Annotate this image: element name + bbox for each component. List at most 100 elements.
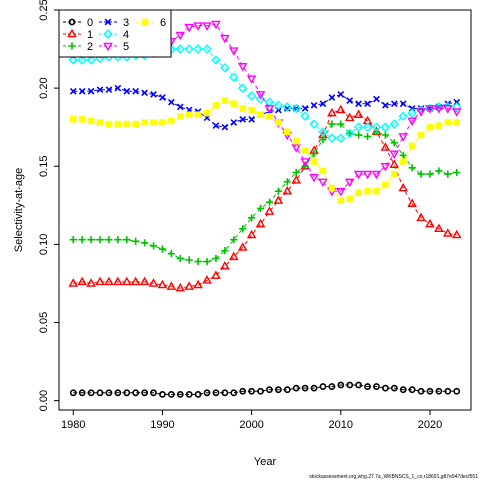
data-point [319, 136, 327, 144]
data-point [184, 281, 194, 290]
data-point [175, 282, 186, 292]
data-point [228, 47, 239, 56]
data-point [239, 225, 247, 233]
data-point [451, 229, 462, 239]
data-point [355, 189, 362, 197]
data-point [193, 279, 203, 289]
legend-label: 6 [160, 17, 166, 29]
data-point [132, 87, 140, 95]
data-point [273, 100, 284, 111]
data-point [425, 218, 435, 228]
data-point [211, 20, 221, 30]
data-point [150, 119, 157, 126]
data-point [355, 131, 363, 139]
data-point [132, 120, 139, 128]
series-line [73, 48, 457, 139]
data-point [373, 188, 380, 195]
data-point [336, 133, 346, 143]
data-point [318, 127, 328, 137]
data-point [113, 276, 123, 286]
data-point [159, 119, 166, 126]
data-point [399, 100, 407, 108]
data-point [246, 229, 257, 239]
data-point [248, 106, 255, 114]
legend-label: 3 [123, 17, 129, 29]
data-point [96, 86, 104, 94]
data-point [390, 139, 398, 147]
data-point [344, 128, 355, 139]
y-axis: 0.00 0.05 0.10 0.15 0.20 0.25 [38, 0, 59, 411]
data-point [337, 120, 345, 128]
series-line [73, 87, 457, 128]
data-point [114, 120, 122, 128]
data-point [69, 389, 77, 397]
legend-item-6: 6 [136, 17, 166, 29]
data-point [176, 390, 184, 398]
data-point [444, 119, 452, 126]
data-point [319, 383, 327, 390]
data-point [453, 119, 460, 126]
data-point [399, 151, 407, 159]
data-point [202, 44, 212, 54]
data-point [453, 168, 461, 177]
data-point [264, 105, 275, 114]
data-point [123, 389, 131, 397]
data-point [95, 276, 105, 286]
x-tick-label: 1990 [150, 419, 174, 431]
data-point [228, 251, 239, 261]
data-point [114, 389, 122, 397]
data-point [301, 384, 309, 392]
plot-frame [58, 9, 472, 411]
legend-item-5: 5 [99, 41, 129, 53]
data-point [159, 94, 166, 101]
data-point [364, 100, 371, 108]
data-point [237, 62, 248, 72]
data-point [248, 214, 256, 222]
data-point [87, 117, 95, 125]
data-point [255, 91, 266, 100]
legend-item-4: 4 [99, 29, 129, 41]
legend-label: 5 [123, 41, 129, 53]
data-point [364, 188, 371, 195]
legend-item-2: 2 [63, 41, 93, 53]
data-point [221, 123, 229, 131]
data-point [202, 22, 212, 31]
data-point [300, 111, 310, 122]
data-point [380, 122, 391, 132]
data-point [157, 279, 168, 289]
data-point [105, 236, 113, 244]
data-point [239, 116, 247, 123]
data-point [417, 387, 425, 395]
data-point [443, 105, 453, 114]
x-tick-label: 1980 [61, 419, 85, 431]
data-point [309, 119, 319, 129]
data-point [237, 242, 248, 251]
data-point [274, 187, 282, 195]
data-point [389, 150, 400, 159]
data-point [69, 87, 77, 95]
data-point [407, 117, 417, 127]
data-point [87, 236, 95, 244]
data-point [211, 55, 221, 65]
data-point [408, 386, 416, 394]
data-point [265, 198, 274, 206]
data-point [364, 383, 371, 390]
y-tick-label: 0.00 [38, 390, 50, 411]
data-point [141, 389, 149, 397]
data-point [301, 147, 309, 154]
data-point [373, 95, 380, 103]
x-axis-label: Year [254, 456, 277, 468]
data-point [353, 109, 364, 118]
data-point [212, 254, 220, 263]
data-point [390, 100, 398, 108]
data-point [203, 389, 211, 397]
data-point [328, 383, 336, 390]
data-point [230, 236, 238, 244]
data-point [282, 102, 293, 112]
data-point [104, 18, 112, 26]
data-point [382, 101, 389, 109]
data-point [230, 389, 238, 397]
data-point [257, 387, 264, 395]
data-point [257, 111, 264, 118]
data-point [248, 387, 256, 395]
